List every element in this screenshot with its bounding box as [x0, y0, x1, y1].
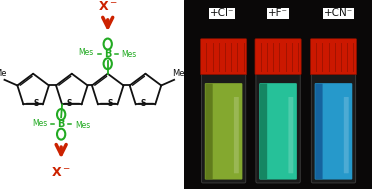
Text: Mes: Mes: [78, 48, 94, 57]
Text: X$^-$: X$^-$: [51, 166, 71, 179]
Text: +Cl⁻: +Cl⁻: [209, 8, 234, 18]
Text: S: S: [66, 99, 72, 108]
FancyBboxPatch shape: [344, 97, 349, 173]
FancyBboxPatch shape: [234, 97, 239, 173]
FancyBboxPatch shape: [260, 84, 267, 179]
FancyBboxPatch shape: [288, 97, 293, 173]
Text: +F⁻: +F⁻: [268, 8, 288, 18]
Text: Mes: Mes: [122, 50, 137, 59]
Text: S: S: [33, 99, 39, 108]
Text: +CN⁻: +CN⁻: [324, 8, 353, 18]
FancyBboxPatch shape: [310, 39, 357, 75]
FancyBboxPatch shape: [201, 70, 246, 183]
Text: B: B: [104, 49, 111, 59]
FancyBboxPatch shape: [205, 84, 213, 179]
Text: Mes: Mes: [32, 119, 47, 128]
FancyBboxPatch shape: [256, 70, 300, 183]
FancyBboxPatch shape: [201, 39, 247, 75]
Text: S: S: [140, 99, 145, 108]
Text: S: S: [108, 99, 113, 108]
Text: X$^-$: X$^-$: [98, 0, 118, 13]
Text: Me: Me: [0, 69, 6, 78]
Text: Me: Me: [173, 69, 185, 78]
FancyBboxPatch shape: [255, 39, 301, 75]
FancyBboxPatch shape: [311, 70, 356, 183]
FancyBboxPatch shape: [205, 83, 243, 180]
FancyBboxPatch shape: [259, 83, 297, 180]
FancyBboxPatch shape: [315, 84, 323, 179]
Text: B: B: [57, 119, 65, 129]
Text: Mes: Mes: [75, 121, 90, 130]
FancyBboxPatch shape: [315, 83, 352, 180]
